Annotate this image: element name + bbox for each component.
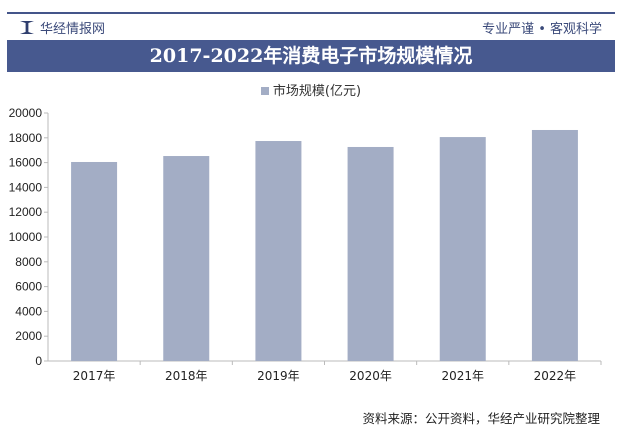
y-tick-label: 0 (35, 354, 42, 368)
brand: 华经情报网 (20, 18, 105, 37)
x-tick-label: 2020年 (349, 369, 392, 383)
bar (347, 146, 394, 361)
x-tick-label: 2018年 (165, 369, 208, 383)
y-tick-label: 8000 (15, 255, 42, 269)
y-tick-label: 16000 (9, 156, 43, 170)
slogan: 专业严谨 • 客观科学 (482, 22, 602, 37)
bar (255, 141, 302, 361)
y-tick-label: 12000 (9, 205, 43, 219)
chart-title: 2017-2022年消费电子市场规模情况 (7, 40, 615, 72)
y-tick-label: 20000 (9, 106, 43, 120)
y-tick-label: 4000 (15, 304, 42, 318)
top-rule (7, 12, 615, 14)
y-tick-label: 6000 (15, 280, 42, 294)
y-tick-label: 14000 (9, 180, 43, 194)
y-tick-label: 2000 (15, 329, 42, 343)
bar (531, 129, 578, 361)
bar (163, 156, 210, 361)
bar (71, 161, 118, 361)
y-tick-label: 18000 (9, 131, 43, 145)
x-tick-label: 2021年 (441, 369, 484, 383)
x-tick-label: 2017年 (73, 369, 116, 383)
brand-name: 华经情报网 (40, 22, 106, 37)
y-tick-label: 10000 (9, 230, 43, 244)
x-tick-label: 2022年 (534, 369, 577, 383)
legend-swatch (260, 87, 269, 95)
source-note: 资料来源：公开资料，华经产业研究院整理 (362, 411, 600, 426)
legend: 市场规模(亿元) (0, 80, 622, 99)
bar (439, 137, 486, 361)
legend-label: 市场规模(亿元) (272, 84, 362, 99)
x-tick-label: 2019年 (257, 369, 300, 383)
